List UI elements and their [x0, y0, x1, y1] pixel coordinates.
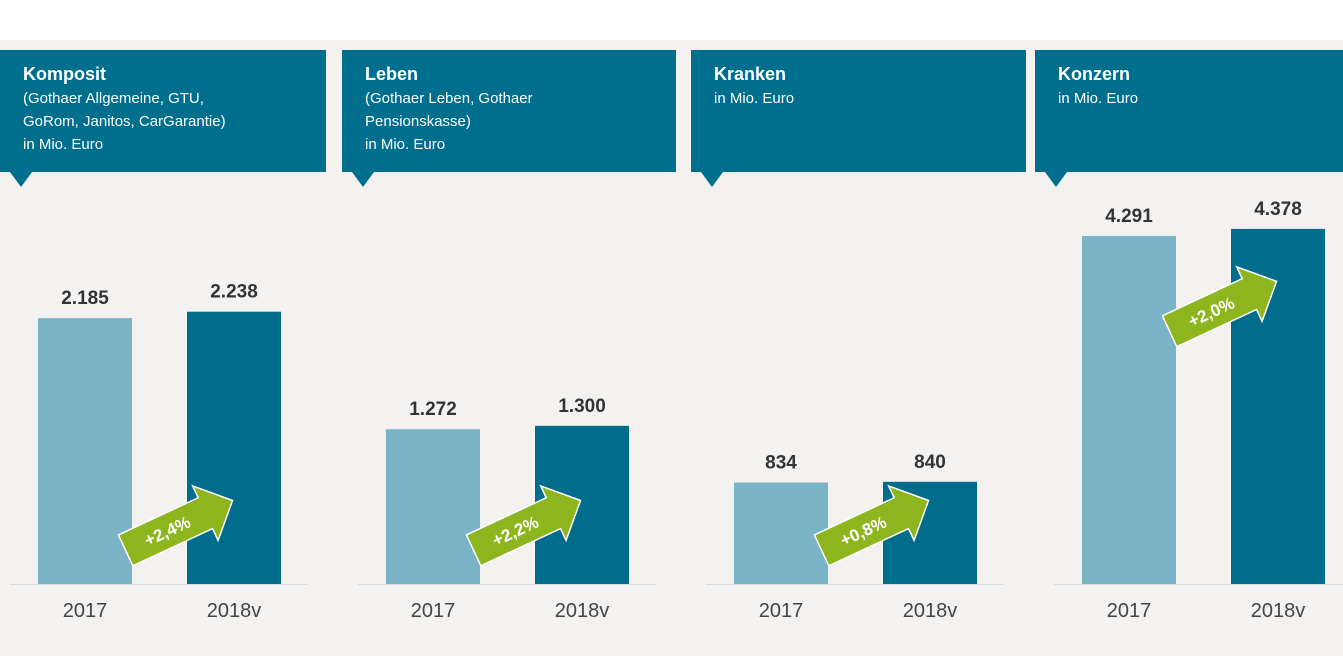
value-label: 1.300 — [558, 396, 606, 417]
panel-subtitle: Pensionskasse) — [365, 113, 471, 130]
x-tick-label: 2018v — [207, 600, 262, 622]
value-label: 4.291 — [1105, 206, 1153, 227]
panel-title: Leben — [365, 64, 418, 84]
panel-subtitle: (Gothaer Leben, Gothaer — [365, 90, 533, 107]
panel-title: Kranken — [714, 64, 786, 84]
bar — [386, 429, 480, 584]
x-tick-label: 2017 — [411, 600, 456, 622]
value-label: 834 — [765, 453, 797, 474]
bar — [734, 482, 828, 584]
panel-subtitle: in Mio. Euro — [365, 136, 445, 153]
arrow-shape — [465, 484, 582, 567]
value-label: 840 — [914, 452, 946, 473]
bar — [1082, 235, 1176, 585]
panel-title: Konzern — [1058, 64, 1130, 84]
header-pointer — [352, 172, 374, 187]
value-label: 2.238 — [210, 282, 258, 303]
panel-subtitle: in Mio. Euro — [23, 136, 103, 153]
x-tick-label: 2017 — [1107, 600, 1152, 622]
x-tick-label: 2018v — [903, 600, 958, 622]
x-tick-label: 2018v — [555, 600, 610, 622]
panel-subtitle: GoRom, Janitos, CarGarantie) — [23, 113, 226, 130]
x-tick-label: 2018v — [1251, 600, 1306, 622]
value-label: 2.185 — [61, 288, 109, 309]
bar — [187, 311, 281, 584]
header-pointer — [10, 172, 32, 187]
panel-subtitle: in Mio. Euro — [714, 90, 794, 107]
value-label: 4.378 — [1254, 199, 1302, 220]
x-tick-label: 2017 — [759, 600, 804, 622]
panel-subtitle: in Mio. Euro — [1058, 90, 1138, 107]
panel-header — [342, 50, 676, 172]
panel-title: Komposit — [23, 64, 106, 84]
panel-header — [691, 50, 1026, 172]
panel-subtitle: (Gothaer Allgemeine, GTU, — [23, 90, 204, 107]
panel-header — [0, 50, 326, 172]
x-tick-label: 2017 — [63, 600, 108, 622]
value-label: 1.272 — [409, 399, 457, 420]
bar — [38, 318, 132, 584]
arrow-shape — [1161, 265, 1278, 348]
arrow-shape — [117, 484, 234, 567]
header-pointer — [1045, 172, 1067, 187]
header-pointer — [701, 172, 723, 187]
arrow-shape — [813, 484, 930, 567]
panel-header — [1035, 50, 1343, 172]
